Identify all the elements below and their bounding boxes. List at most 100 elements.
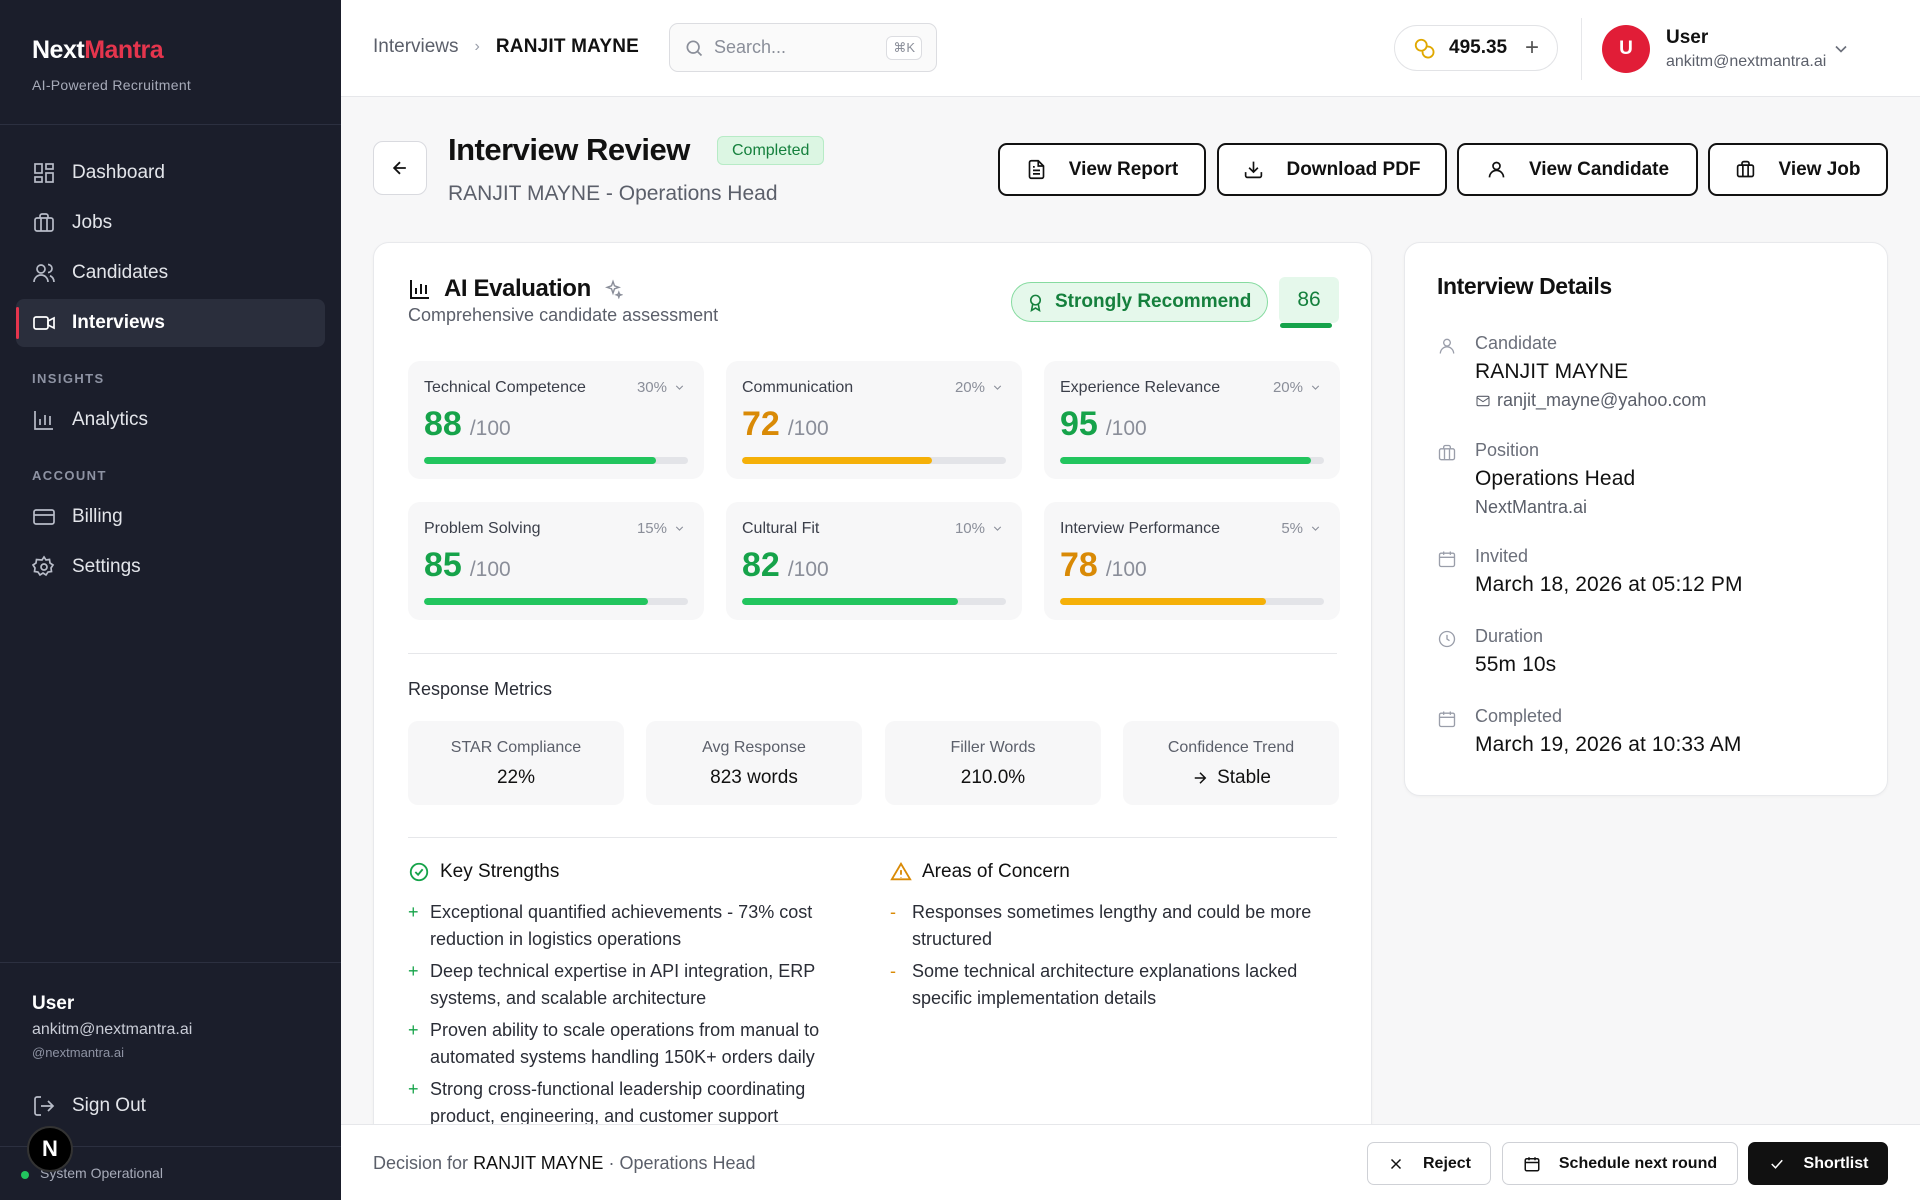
metric-progress-track	[1060, 598, 1324, 605]
detail-invited: Invited March 18, 2026 at 05:12 PM	[1437, 546, 1743, 597]
score-metric: Cultural Fit 10% 82/100	[726, 502, 1022, 620]
metric-weight[interactable]: 10%	[955, 520, 1004, 537]
chevron-down-icon	[1311, 385, 1320, 390]
page-subtitle: RANJIT MAYNE - Operations Head	[448, 182, 778, 205]
coins-icon	[1414, 38, 1435, 59]
key-strengths-list: + Exceptional quantified achievements - 7…	[408, 899, 858, 1135]
sidebar-item-billing[interactable]: Billing	[16, 493, 325, 541]
metric-label: Interview Performance	[1060, 520, 1221, 537]
chevron-down-icon	[675, 526, 684, 531]
gear-icon	[32, 555, 55, 577]
sidebar-item-interviews[interactable]: Interviews	[16, 299, 325, 347]
view-candidate-button[interactable]: View Candidate	[1457, 143, 1698, 196]
bar-chart-icon	[410, 280, 429, 299]
detail-completed: Completed March 19, 2026 at 10:33 AM	[1437, 706, 1741, 757]
metric-denominator: /100	[469, 558, 511, 581]
list-item: + Strong cross-functional leadership coor…	[408, 1076, 858, 1130]
metric-progress-fill	[1060, 457, 1311, 464]
chevron-down-icon	[993, 385, 1002, 390]
search-shortcut: ⌘K	[886, 35, 922, 60]
sidebar-item-settings[interactable]: Settings	[16, 543, 325, 591]
download-icon	[1245, 161, 1263, 179]
award-icon	[1029, 294, 1042, 312]
top-bar: Interviews › RANJIT MAYNE Search... ⌘K 4…	[341, 0, 1920, 97]
metric-progress-track	[424, 457, 688, 464]
bullet-icon: -	[890, 961, 896, 981]
ai-evaluation-title: AI Evaluation	[408, 275, 623, 303]
sidebar-user-email: ankitm@nextmantra.ai	[32, 1021, 193, 1038]
sidebar-item-dashboard[interactable]: Dashboard	[16, 149, 325, 197]
clock-icon	[1438, 630, 1456, 648]
metric-weight[interactable]: 15%	[637, 520, 686, 537]
user-menu[interactable]: U User ankitm@nextmantra.ai	[1581, 18, 1871, 80]
score-metric: Communication 20% 72/100	[726, 361, 1022, 479]
metric-weight[interactable]: 5%	[1281, 520, 1322, 537]
view-job-button[interactable]: View Job	[1708, 143, 1888, 196]
sidebar-item-candidates[interactable]: Candidates	[16, 249, 325, 297]
users-icon	[33, 263, 55, 283]
sign-out-button[interactable]: Sign Out	[16, 1086, 162, 1126]
metric-score: 72/100	[742, 405, 829, 443]
metric-progress-track	[424, 598, 688, 605]
breadcrumb-interviews[interactable]: Interviews	[373, 36, 459, 57]
briefcase-icon	[34, 213, 54, 232]
back-button[interactable]	[373, 141, 427, 195]
metric-progress-fill	[742, 457, 933, 464]
candidate-email[interactable]: ranjit_mayne@yahoo.com	[1475, 390, 1706, 411]
metric-weight[interactable]: 20%	[955, 379, 1004, 396]
metric-label: Cultural Fit	[742, 520, 820, 537]
metric-label: Problem Solving	[424, 520, 541, 537]
score-metric: Interview Performance 5% 78/100	[1044, 502, 1340, 620]
schedule-next-round-button[interactable]: Schedule next round	[1502, 1142, 1738, 1185]
nav-section-insights: INSIGHTS	[32, 371, 105, 386]
metric-weight[interactable]: 20%	[1273, 379, 1322, 396]
metric-progress-track	[742, 457, 1006, 464]
areas-of-concern-heading: Areas of Concern	[890, 861, 1070, 883]
dashboard-icon	[34, 163, 54, 183]
interview-details-title: Interview Details	[1437, 273, 1612, 299]
interview-details-card: Interview Details Candidate RANJIT MAYNE…	[1404, 242, 1888, 796]
log-out-icon	[34, 1096, 55, 1116]
metric-progress-fill	[424, 598, 649, 605]
key-strengths-heading: Key Strengths	[408, 861, 559, 883]
detail-position: Position Operations Head NextMantra.ai	[1437, 440, 1635, 518]
video-icon	[33, 316, 55, 330]
n-avatar-badge[interactable]: N	[27, 1126, 73, 1172]
download-pdf-button[interactable]: Download PDF	[1217, 143, 1447, 196]
system-status: System Operational	[0, 1146, 341, 1200]
metric-denominator: /100	[787, 558, 829, 581]
list-item: + Proven ability to scale operations from…	[408, 1017, 858, 1071]
add-credits-icon[interactable]: +	[1524, 34, 1539, 61]
chevron-down-icon	[675, 385, 684, 390]
brand-tagline: AI-Powered Recruitment	[32, 77, 192, 93]
credit-card-icon	[33, 509, 55, 525]
score-metric: Technical Competence 30% 88/100	[408, 361, 704, 479]
metric-weight[interactable]: 30%	[637, 379, 686, 396]
sidebar-item-label: Settings	[72, 556, 141, 577]
user-name: User	[1666, 27, 1709, 48]
sidebar-item-analytics[interactable]: Analytics	[16, 396, 325, 444]
bullet-icon: +	[408, 902, 419, 922]
recommendation-badge: Strongly Recommend	[1011, 282, 1269, 322]
metric-denominator: /100	[787, 417, 829, 440]
ai-evaluation-subtitle: Comprehensive candidate assessment	[408, 305, 719, 325]
chevron-right-icon: ›	[474, 38, 480, 55]
sidebar-item-label: Dashboard	[72, 162, 165, 183]
score-metric: Experience Relevance 20% 95/100	[1044, 361, 1340, 479]
reject-button[interactable]: Reject	[1367, 1142, 1491, 1185]
shortlist-button[interactable]: Shortlist	[1748, 1142, 1888, 1185]
search-placeholder: Search...	[714, 37, 787, 57]
metric-score: 95/100	[1060, 405, 1147, 443]
metric-progress-fill	[424, 457, 657, 464]
search-input[interactable]: Search... ⌘K	[669, 23, 937, 72]
view-report-button[interactable]: View Report	[998, 143, 1206, 196]
user-icon	[1488, 161, 1505, 178]
bar-chart-icon	[34, 411, 53, 430]
sidebar-item-jobs[interactable]: Jobs	[16, 199, 325, 247]
credits-balance[interactable]: 495.35 +	[1394, 25, 1558, 71]
brand: NextMantra AI-Powered Recruitment	[0, 0, 341, 125]
status-badge: Completed	[717, 136, 825, 165]
brand-logo[interactable]: NextMantra	[32, 36, 164, 64]
divider	[408, 653, 1337, 654]
metric-label: Experience Relevance	[1060, 379, 1221, 396]
